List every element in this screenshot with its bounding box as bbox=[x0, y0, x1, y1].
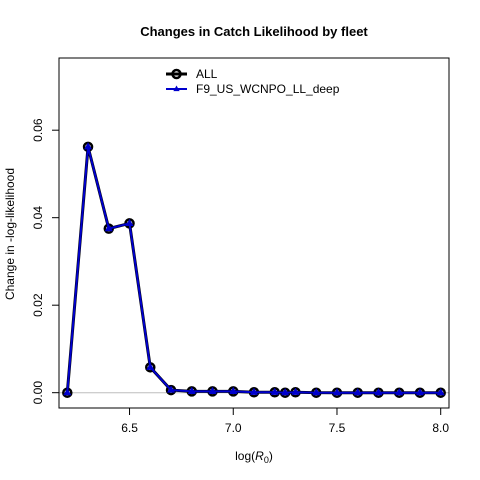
data-point bbox=[353, 388, 362, 396]
data-point bbox=[208, 386, 217, 394]
data-point bbox=[415, 388, 424, 396]
data-point bbox=[125, 218, 134, 226]
data-point bbox=[167, 385, 176, 393]
y-tick-label: 0.06 bbox=[31, 118, 45, 142]
legend-label: F9_US_WCNPO_LL_deep bbox=[196, 82, 340, 96]
data-point bbox=[187, 386, 196, 394]
chart-title: Changes in Catch Likelihood by fleet bbox=[140, 24, 368, 39]
x-axis-label-suffix: ) bbox=[269, 449, 273, 463]
data-point bbox=[374, 388, 383, 396]
series-line bbox=[65, 145, 441, 395]
x-axis: 6.5 7.0 7.5 8.0 bbox=[121, 407, 449, 435]
x-axis-label: log(R0) bbox=[235, 449, 273, 465]
legend-item: F9_US_WCNPO_LL_deep bbox=[166, 82, 340, 96]
y-tick-label: 0.00 bbox=[31, 381, 45, 405]
x-tick-label: 7.5 bbox=[329, 421, 346, 435]
series-F9_US_WCNPO_LL_deep bbox=[63, 142, 445, 396]
data-point bbox=[291, 387, 300, 395]
legend-item: ALL bbox=[166, 67, 218, 81]
legend-marker bbox=[171, 68, 182, 80]
series-ALL bbox=[62, 141, 446, 398]
x-tick-label: 6.5 bbox=[121, 421, 138, 435]
data-point bbox=[281, 388, 290, 396]
legend-label: ALL bbox=[196, 67, 218, 81]
data-point bbox=[146, 362, 155, 370]
legend-marker bbox=[173, 85, 180, 92]
y-axis-label: Change in -log-likelihood bbox=[3, 168, 17, 300]
data-point bbox=[270, 387, 279, 395]
plot-frame bbox=[58, 57, 450, 409]
series-line bbox=[66, 145, 441, 394]
x-axis-label-prefix: log( bbox=[235, 449, 255, 463]
y-axis: 0.00 0.02 0.04 0.06 bbox=[31, 118, 60, 405]
series-layer bbox=[62, 141, 446, 398]
data-point bbox=[395, 388, 404, 396]
data-point bbox=[229, 386, 238, 394]
data-point bbox=[436, 388, 445, 396]
data-point bbox=[312, 388, 321, 396]
data-point bbox=[104, 224, 113, 232]
data-point bbox=[84, 142, 93, 150]
y-tick-label: 0.04 bbox=[31, 206, 45, 230]
data-point bbox=[63, 388, 72, 396]
x-tick-label: 7.0 bbox=[225, 421, 242, 435]
x-axis-label-sub: 0 bbox=[264, 455, 269, 465]
x-axis-label-var: R bbox=[255, 449, 264, 463]
data-point bbox=[332, 388, 341, 396]
data-point bbox=[249, 387, 259, 395]
y-tick-label: 0.02 bbox=[31, 293, 45, 317]
x-tick-label: 8.0 bbox=[432, 421, 449, 435]
